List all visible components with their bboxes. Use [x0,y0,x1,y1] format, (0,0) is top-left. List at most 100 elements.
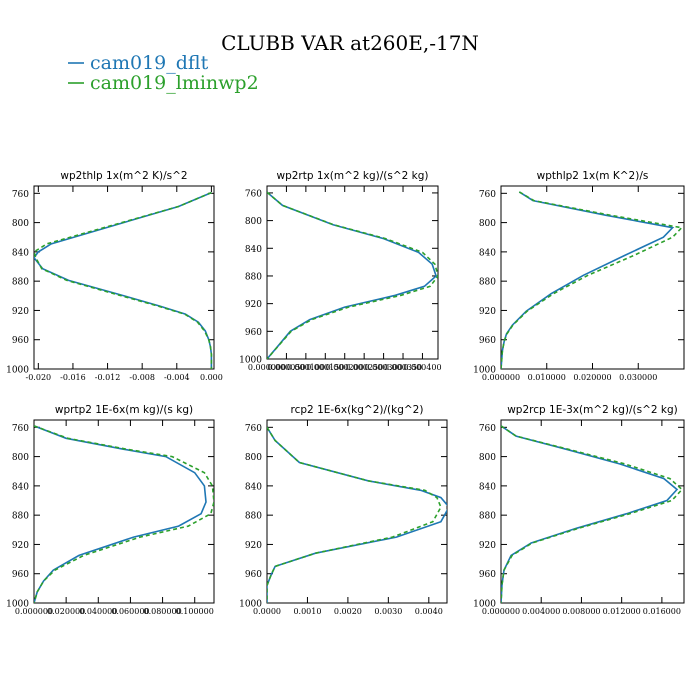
subplot-6: wp2rcp 1E-3x(m^2 kg)/(s^2 kg) 760 800 840 88… [473,404,685,616]
y-tick-label: 760 [245,424,262,434]
x-tick-label: 0.016000 [643,607,681,616]
x-tick-label: -0.020 [26,373,52,382]
subplot-title: wpthlp2 1x(m K^2)/s [537,170,649,182]
y-tick-label: 960 [479,570,496,580]
series-line-lminwp2 [501,425,684,603]
y-tick-label: 800 [12,219,29,229]
figure-title: CLUBB VAR at260E,-17N [221,31,479,55]
y-tick-label: 840 [479,248,496,258]
x-tick-label: 0.080000 [143,607,181,616]
y-tick-label: 1000 [6,366,29,376]
series-line-dflt [34,425,207,603]
y-tick-label: 920 [245,541,262,551]
y-tick-label: 880 [245,512,262,522]
plot-frame [266,419,448,604]
series-line-dflt [34,191,213,369]
subplot-title: rcp2 1E-6x(kg^2)/(kg^2) [291,404,424,416]
y-tick-label: 800 [12,453,29,463]
y-tick-label: 1000 [6,600,29,610]
y-tick-label: 920 [479,541,496,551]
legend-label-lminwp2: cam019_lminwp2 [90,72,259,94]
x-tick-label: 0.000300 [365,363,403,372]
y-tick-label: 760 [245,189,262,199]
x-tick-label: 0.060000 [111,607,149,616]
plot-frame [33,419,215,604]
x-tick-label: 0.000350 [384,363,422,372]
y-tick-label: 840 [245,482,262,492]
plot-frame [500,419,685,604]
y-tick-label: 1000 [239,600,262,610]
legend-label-dflt: cam019_dflt [90,52,209,74]
plot-frame [266,185,439,360]
x-tick-label: 0.000000 [482,373,520,382]
x-tick-label: 0.000 [200,373,223,382]
y-tick-label: 800 [479,453,496,463]
series-line-lminwp2 [267,191,438,359]
series-line-lminwp2 [34,191,213,369]
subplot-4: wprtp2 1E-6x(m kg)/(s kg) 760 800 840 880 920… [6,404,215,616]
x-tick-label: 0.030000 [619,373,657,382]
subplot-title: wprtp2 1E-6x(m kg)/(s kg) [55,404,193,416]
x-tick-label: 0.000000 [248,363,286,372]
x-tick-label: 0.0000 [253,607,281,616]
y-tick-label: 920 [12,541,29,551]
x-tick-label: -0.012 [95,373,121,382]
y-tick-label: 840 [12,248,29,258]
plot-frame [500,185,685,370]
y-tick-label: 880 [479,278,496,288]
y-tick-label: 840 [479,482,496,492]
x-tick-label: 0.000000 [482,607,520,616]
y-tick-label: 1000 [239,356,262,366]
y-tick-label: 920 [12,307,29,317]
subplot-5: rcp2 1E-6x(kg^2)/(kg^2) 760 800 840 880 920 96… [239,404,448,616]
y-tick-label: 880 [479,512,496,522]
x-tick-label: 0.000150 [306,363,344,372]
x-tick-label: -0.016 [60,373,86,382]
series-line-lminwp2 [267,426,442,603]
x-tick-label: 0.008000 [562,607,600,616]
series-line-dflt [267,426,447,603]
y-tick-label: 960 [12,336,29,346]
y-tick-label: 960 [12,570,29,580]
subplot-2: wp2rtp 1x(m^2 kg)/(s^2 kg) 760 800 840 880 92… [239,170,441,372]
x-tick-label: 0.040000 [79,607,117,616]
subplot-3: wpthlp2 1x(m K^2)/s 760 800 840 880 920 960 100… [473,170,685,382]
y-tick-label: 920 [245,300,262,310]
x-tick-label: 0.020000 [47,607,85,616]
y-tick-label: 760 [12,424,29,434]
x-tick-label: 0.012000 [603,607,641,616]
y-tick-label: 960 [245,328,262,338]
series-line-dflt [501,191,675,369]
plot-frame [33,185,215,370]
x-tick-label: 0.0040 [415,607,443,616]
y-tick-label: 960 [479,336,496,346]
x-tick-label: -0.004 [164,373,190,382]
x-tick-label: 0.000250 [345,363,383,372]
series-line-lminwp2 [34,425,214,603]
series-line-dflt [501,425,679,603]
y-tick-label: 800 [245,217,262,227]
y-tick-label: 960 [245,570,262,580]
x-tick-label: 0.000050 [267,363,305,372]
x-tick-label: 0.000200 [326,363,364,372]
y-tick-label: 1000 [473,600,496,610]
x-tick-label: 0.000000 [15,607,53,616]
x-tick-label: 0.010000 [528,373,566,382]
y-tick-label: 800 [245,453,262,463]
x-tick-label: 0.004000 [522,607,560,616]
x-tick-label: 0.020000 [573,373,611,382]
x-tick-label: 0.100000 [176,607,214,616]
x-tick-label: 0.0030 [374,607,402,616]
subplot-title: wp2thlp 1x(m^2 K)/s^2 [60,170,187,182]
series-line-lminwp2 [501,191,684,369]
y-tick-label: 760 [12,190,29,200]
subplot-title: wp2rtp 1x(m^2 kg)/(s^2 kg) [276,170,428,182]
y-tick-label: 880 [245,272,262,282]
x-tick-label: 0.000400 [403,363,441,372]
subplot-1: wp2thlp 1x(m^2 K)/s^2 760 800 840 880 920 960 1… [6,170,223,382]
series-line-dflt [267,191,438,359]
y-tick-label: 760 [479,424,496,434]
y-tick-label: 760 [479,190,496,200]
x-tick-label: 0.000100 [287,363,325,372]
